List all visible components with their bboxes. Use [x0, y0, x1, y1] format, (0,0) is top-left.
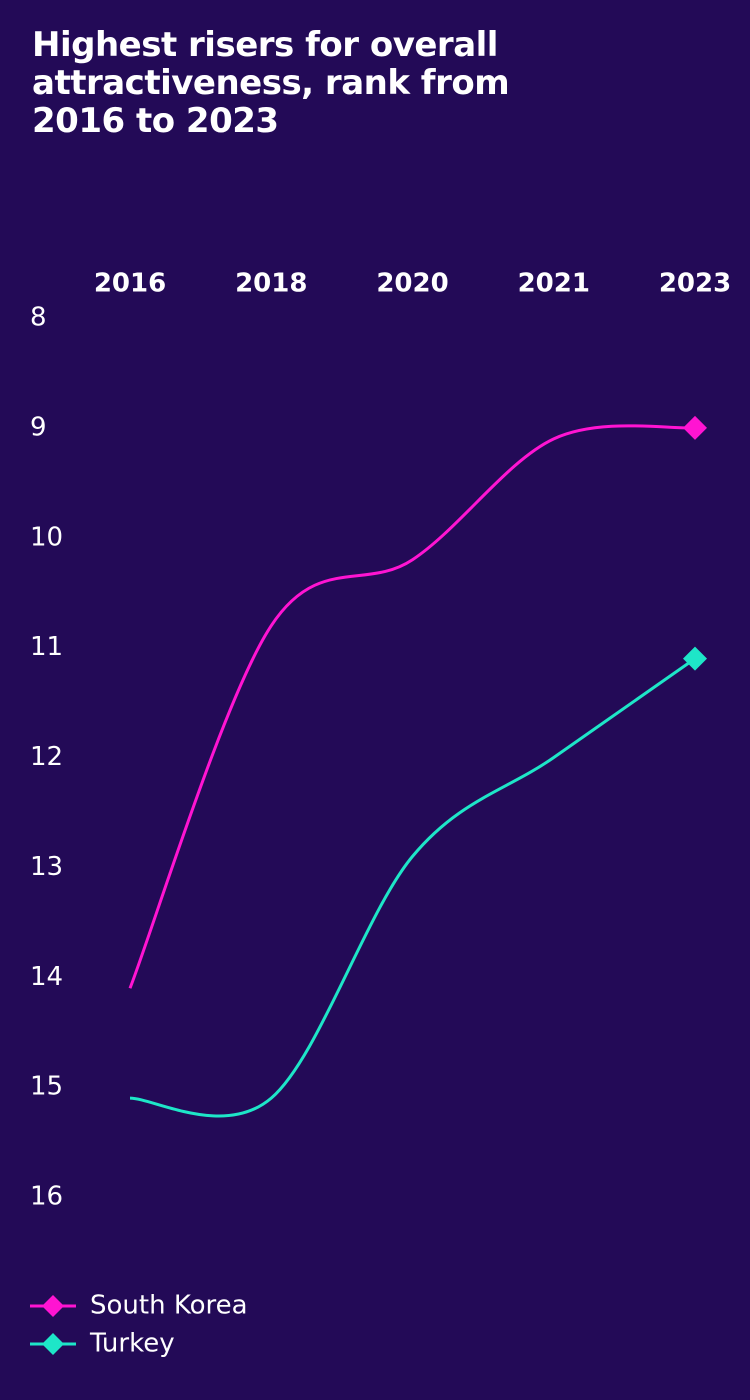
y-tick-label: 16 — [30, 1182, 63, 1212]
x-tick-label: 2018 — [235, 269, 307, 299]
legend-marker — [42, 1295, 64, 1317]
end-marker — [683, 415, 707, 440]
legend-label: South Korea — [90, 1291, 248, 1321]
y-tick-label: 11 — [30, 632, 63, 662]
line — [129, 657, 696, 1118]
x-tick-label: 2016 — [94, 269, 166, 299]
line — [128, 424, 696, 989]
x-tick-label: 2021 — [518, 269, 590, 299]
y-tick-label: 9 — [30, 412, 47, 442]
y-tick-label: 15 — [30, 1072, 63, 1102]
legend-label: Turkey — [89, 1329, 175, 1359]
y-tick-label: 8 — [30, 303, 47, 333]
x-tick-label: 2020 — [376, 269, 448, 299]
y-tick-label: 13 — [30, 852, 63, 882]
y-tick-label: 10 — [30, 522, 63, 552]
y-tick-label: 12 — [30, 742, 63, 772]
y-tick-label: 14 — [30, 962, 63, 992]
end-marker — [683, 646, 707, 671]
x-tick-label: 2023 — [659, 269, 731, 299]
legend-marker — [42, 1333, 64, 1355]
chart-title: Highest risers for overall attractivenes… — [32, 25, 510, 141]
